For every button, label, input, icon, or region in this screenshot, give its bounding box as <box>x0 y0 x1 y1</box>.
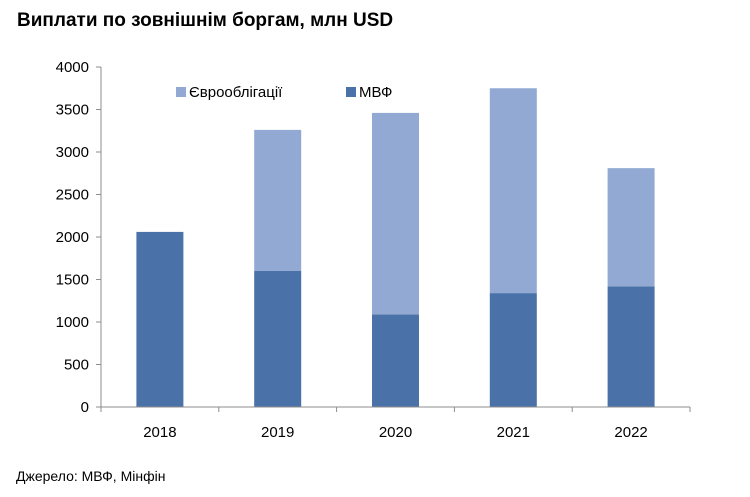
y-tick-label: 4000 <box>56 59 89 76</box>
y-tick-label: 2000 <box>56 229 89 246</box>
y-tick-label: 2500 <box>56 187 89 204</box>
x-tick-label: 2019 <box>261 424 294 441</box>
y-tick-label: 500 <box>64 357 89 374</box>
y-tick-label: 1000 <box>56 314 89 331</box>
bar-eurobonds-2019 <box>254 129 302 271</box>
y-tick-label: 3500 <box>56 102 89 119</box>
legend-swatch-imf <box>346 87 356 97</box>
y-tick-label: 0 <box>81 399 89 416</box>
bar-imf-2021 <box>489 293 537 407</box>
legend-label-imf: МВФ <box>359 84 392 101</box>
legend-label-eurobonds: Єврооблігації <box>189 84 283 101</box>
bar-imf-2022 <box>607 286 655 407</box>
bar-imf-2019 <box>254 271 302 407</box>
x-axis: 2018 2019 2020 2021 2022 <box>100 407 691 441</box>
bar-imf-2018 <box>136 231 184 407</box>
bar-eurobonds-2022 <box>607 168 655 287</box>
x-tick-label: 2020 <box>379 424 412 441</box>
chart-title: Виплати по зовнішнім боргам, млн USD <box>17 10 394 31</box>
x-tick-label: 2018 <box>143 424 176 441</box>
x-tick-label: 2021 <box>497 424 530 441</box>
y-tick-label: 3000 <box>56 144 89 161</box>
legend: Єврооблігації МВФ <box>176 84 392 101</box>
x-tick-label: 2022 <box>614 424 647 441</box>
bar-eurobonds-2020 <box>372 112 419 315</box>
bars-layer <box>136 88 655 407</box>
y-axis: 0 500 1000 1500 2000 2500 3000 3500 4000 <box>56 59 101 416</box>
bar-imf-2020 <box>372 314 419 407</box>
legend-swatch-eurobonds <box>176 87 186 97</box>
bar-eurobonds-2021 <box>489 88 537 294</box>
source-note: Джерело: МВФ, Мінфін <box>16 468 166 484</box>
y-tick-label: 1500 <box>56 272 89 289</box>
